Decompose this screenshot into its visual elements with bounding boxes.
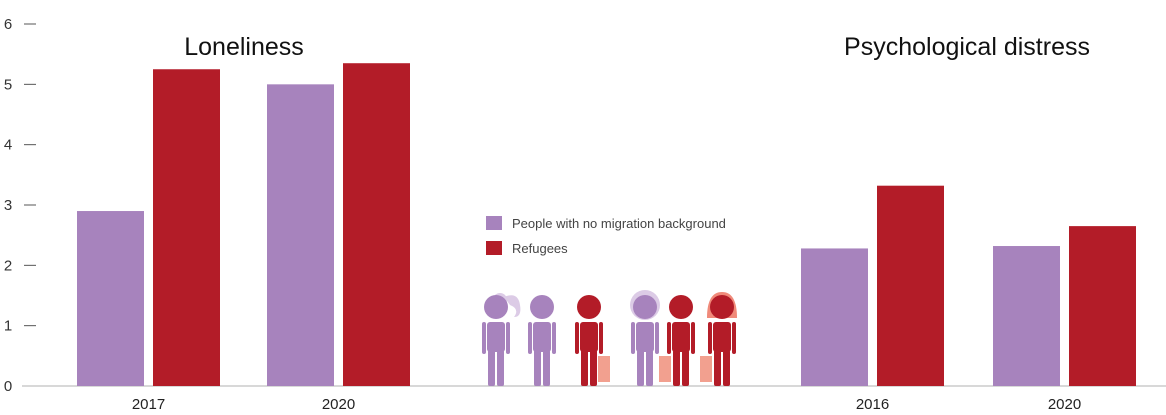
person-icon xyxy=(659,295,695,386)
bar-refugees xyxy=(877,185,944,386)
bag-icon xyxy=(659,356,671,382)
x-tick-label: 2017 xyxy=(132,396,165,413)
y-tick-label: 5 xyxy=(4,76,12,93)
bar-no-migration-background xyxy=(267,84,334,386)
y-tick-label: 6 xyxy=(4,16,12,33)
y-tick-label: 4 xyxy=(4,137,12,154)
x-tick-label: 2020 xyxy=(322,396,355,413)
bars xyxy=(77,63,1136,386)
x-axis-ticks: 2017 2020 2016 2020 xyxy=(132,396,1081,413)
bar-no-migration-background xyxy=(77,211,144,386)
y-tick-label: 3 xyxy=(4,197,12,214)
x-tick-label: 2016 xyxy=(856,396,889,413)
panel-title: Psychological distress xyxy=(844,33,1090,61)
person-icon xyxy=(528,295,556,386)
bag-icon xyxy=(598,356,610,382)
legend-swatch xyxy=(486,216,502,230)
x-tick-label: 2020 xyxy=(1048,396,1081,413)
panel-titles: Loneliness Psychological distress xyxy=(184,33,1090,61)
y-tick-label: 1 xyxy=(4,318,12,335)
person-icon xyxy=(482,293,521,386)
bar-refugees xyxy=(343,63,410,386)
legend-swatch xyxy=(486,241,502,255)
person-icon xyxy=(700,292,737,386)
legend: People with no migration background Refug… xyxy=(486,216,726,256)
people-figures-icon xyxy=(482,290,737,386)
y-tick-label: 2 xyxy=(4,257,12,274)
bar-no-migration-background xyxy=(801,248,868,386)
legend-label: Refugees xyxy=(512,241,568,256)
bar-refugees xyxy=(1069,226,1136,386)
y-tick-label: 0 xyxy=(4,378,12,395)
bag-icon xyxy=(700,356,712,382)
person-icon xyxy=(575,295,610,386)
bar-no-migration-background xyxy=(993,246,1060,386)
bar-refugees xyxy=(153,69,220,386)
legend-label: People with no migration background xyxy=(512,216,726,231)
person-icon xyxy=(630,290,660,386)
panel-title: Loneliness xyxy=(184,33,304,61)
